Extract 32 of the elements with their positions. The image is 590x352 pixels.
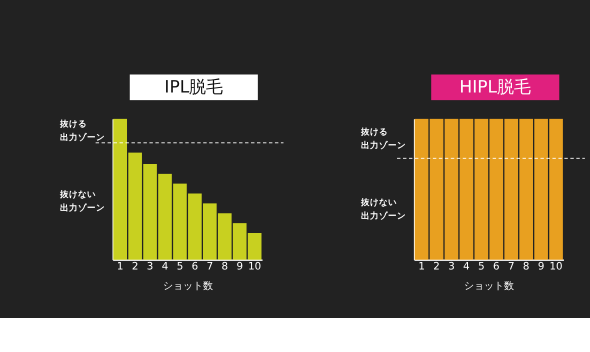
x-tick-label: 8 <box>222 260 228 273</box>
x-tick-label: 2 <box>433 260 440 273</box>
x-tick-label: 4 <box>162 260 168 273</box>
x-tick-label: 9 <box>236 260 243 273</box>
text: 出力ゾーン <box>60 202 105 214</box>
text: 抜ける <box>360 126 388 138</box>
x-tick-label: 2 <box>132 260 138 273</box>
text: 抜ける <box>58 118 87 130</box>
x-axis-title: ショット数 <box>162 280 213 292</box>
x-tick-label: 4 <box>463 260 470 273</box>
x-tick-label: 6 <box>493 260 500 273</box>
x-tick-label: 1 <box>116 260 124 273</box>
x-tick-label: 3 <box>146 260 154 273</box>
text: 抜けない <box>58 189 96 200</box>
text: 抜けない <box>360 196 398 208</box>
x-tick-label: 3 <box>448 260 455 273</box>
text: 出力ゾーン <box>361 140 406 151</box>
x-tick-label: 10 <box>550 260 563 273</box>
chart-title: HIPL脱毛 <box>459 77 532 98</box>
x-tick-label: 7 <box>206 260 214 273</box>
x-axis-title: ショット数 <box>464 280 514 292</box>
x-tick-label: 5 <box>478 260 485 273</box>
chart-title: IPL脱毛 <box>164 77 224 98</box>
x-tick-label: 10 <box>248 260 262 273</box>
x-tick-label: 9 <box>538 260 544 273</box>
x-tick-label: 6 <box>192 260 198 273</box>
text: 出力ゾーン <box>60 132 105 144</box>
x-tick-label: 5 <box>176 260 184 273</box>
x-tick-label: 7 <box>508 260 514 273</box>
x-tick-label: 8 <box>522 260 530 273</box>
x-tick-label: 1 <box>418 260 425 273</box>
text: 出力ゾーン <box>361 210 406 222</box>
